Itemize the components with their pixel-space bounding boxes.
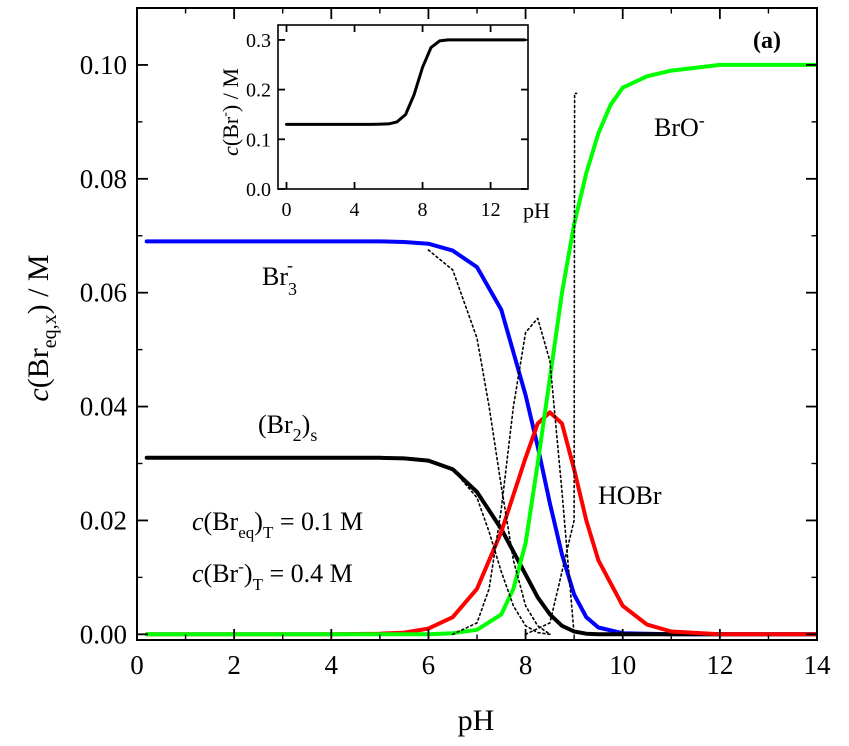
- main-series-dotted-3: [451, 317, 575, 636]
- main-x-tick-label: 6: [422, 650, 436, 680]
- main-x-tick-label: 0: [130, 650, 144, 680]
- main-series-br3-: [144, 239, 817, 637]
- main-y-tick-label: 0.06: [80, 278, 127, 308]
- label-br2s: (Br2)s: [258, 410, 317, 445]
- inset-y-tick-label: 0.0: [246, 179, 271, 201]
- main-series-dotted-1: [427, 249, 551, 636]
- inset-background: [278, 25, 528, 189]
- label-bro: BrO-: [654, 110, 705, 142]
- main-y-tick-label: 0.04: [80, 392, 128, 422]
- inset-x-tick-label: 12: [481, 199, 501, 221]
- main-x-tick-label: 12: [706, 650, 733, 680]
- label-br3: Br3-: [262, 255, 297, 299]
- main-x-tick-label: 14: [804, 650, 832, 680]
- inset-plot: 0 4 8 12 0.0 0.1 0.2 0.3: [246, 24, 529, 221]
- main-x-tick-label: 8: [519, 650, 533, 680]
- main-series--br2-s: [144, 455, 817, 637]
- main-plot: 0 2 4 6 8 10 12 140.000.020.040.060.080.10: [80, 7, 832, 680]
- main-y-axis-title: c(Breq,x) / M: [22, 254, 61, 401]
- inset-y-tick-label: 0.3: [246, 30, 271, 52]
- main-series-dotted-2: [427, 459, 551, 636]
- inset-frame: [277, 24, 529, 190]
- main-x-tick-label: 4: [325, 650, 339, 680]
- panel-label: (a): [753, 28, 781, 54]
- inset-series-0: [285, 38, 527, 126]
- inset-x-tick-label: 4: [350, 199, 360, 221]
- label-total-eq: c(Breq)T = 0.1 M: [192, 507, 363, 542]
- main-y-tick-label: 0.00: [80, 619, 127, 649]
- main-y-tick-label: 0.10: [80, 50, 127, 80]
- inset-x-tick-label: 0: [282, 199, 292, 221]
- label-total-br: c(Br-)T = 0.4 M: [192, 557, 353, 594]
- inset-y-tick-label: 0.1: [246, 129, 271, 151]
- inset-y-tick-label: 0.2: [246, 80, 271, 102]
- main-y-tick-label: 0.02: [80, 505, 127, 535]
- main-x-tick-label: 10: [609, 650, 636, 680]
- inset-x-tick-label: 8: [418, 199, 428, 221]
- inset-x-axis-title: pH: [523, 198, 550, 223]
- main-x-tick-label: 2: [227, 650, 241, 680]
- main-x-axis-title: pH: [458, 704, 495, 737]
- main-y-tick-label: 0.08: [80, 164, 127, 194]
- label-hobr: HOBr: [598, 481, 662, 510]
- main-series-dotted-4: [524, 92, 578, 636]
- inset-y-axis-title: c(Br-) / M: [218, 68, 243, 156]
